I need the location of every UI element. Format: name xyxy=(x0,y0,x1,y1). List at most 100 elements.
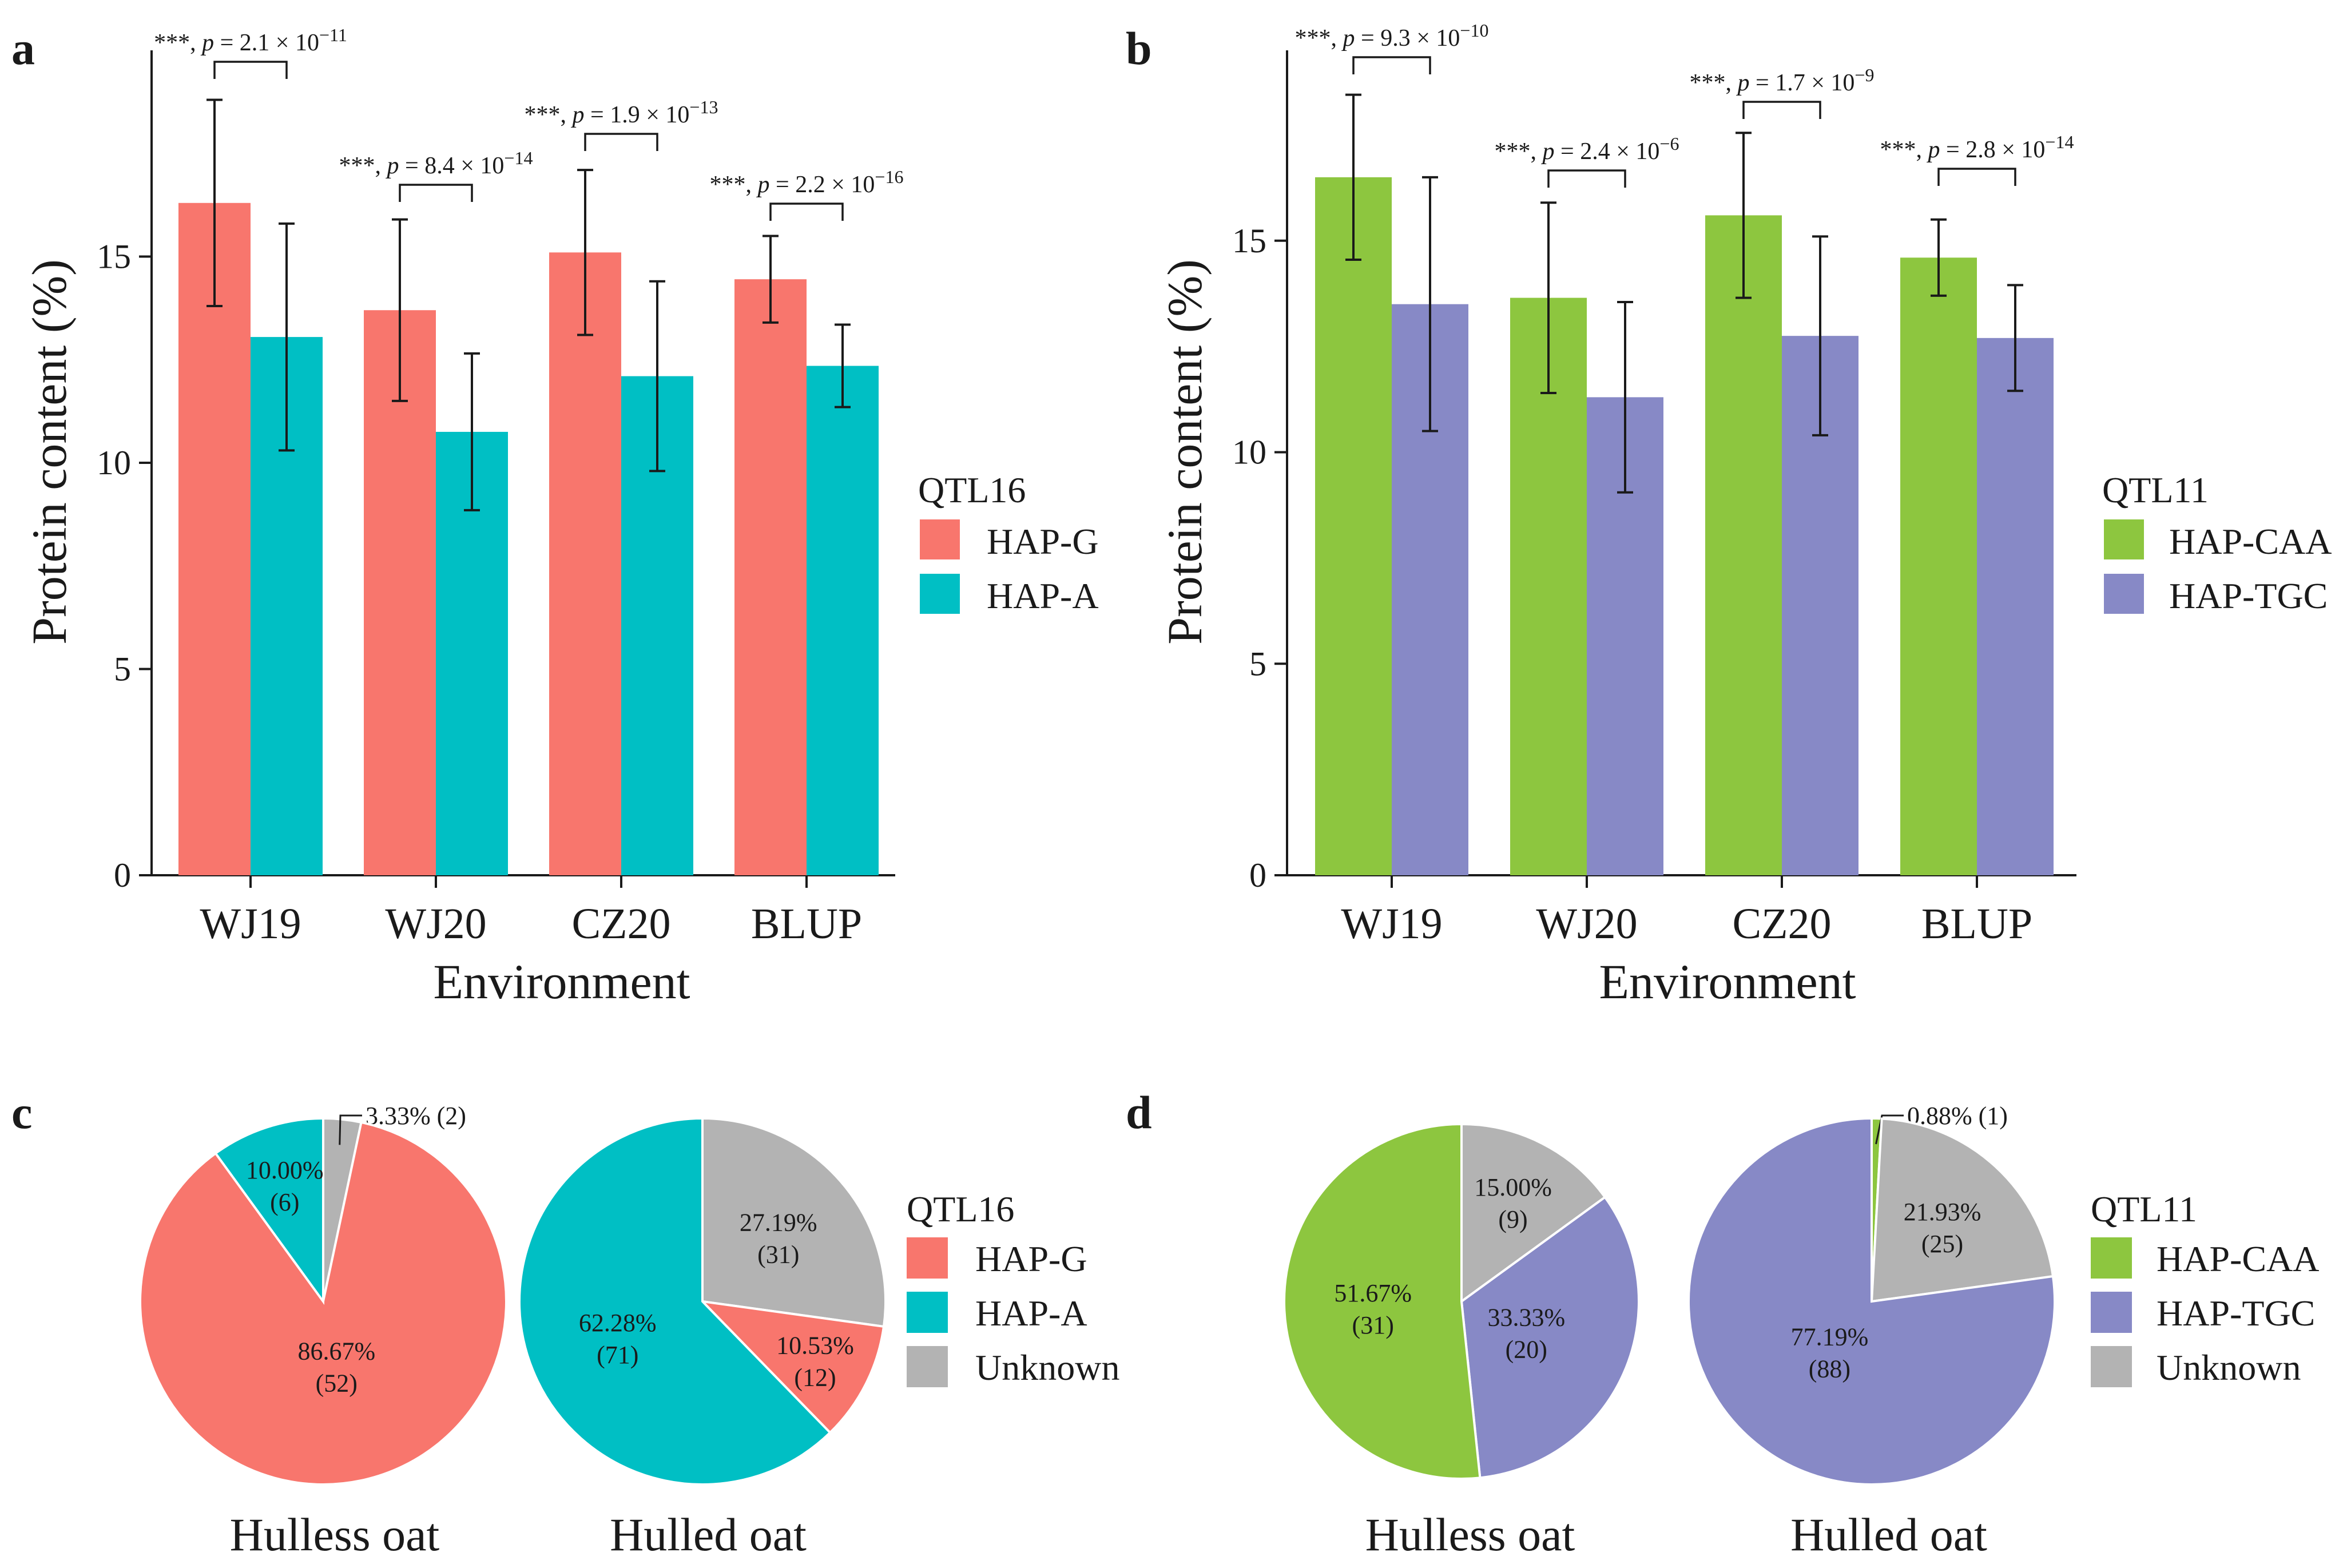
legend-swatch-c-unknown xyxy=(907,1346,948,1387)
d-hulless-count-hap-caa: (31) xyxy=(1352,1311,1394,1339)
legend-item-c-hap-a: HAP-A xyxy=(907,1292,1087,1333)
a-sig-bracket-wj20 xyxy=(399,184,473,202)
d-hulled-slice-unknown xyxy=(1870,1117,2055,1303)
b-x-tick-label-wj19: WJ19 xyxy=(1341,900,1442,948)
legend-item-hap-a: HAP-A xyxy=(920,574,1099,616)
c-hulless-pct-hap-g: 86.67% xyxy=(297,1337,375,1365)
d-hulless-count-unknown: (9) xyxy=(1498,1205,1527,1233)
b-error-bar-hap-caa-wj20 xyxy=(1540,201,1556,394)
pie-title-c-hulless: Hulless oat xyxy=(230,1509,440,1561)
a-error-bar-hap-a-cz20 xyxy=(649,280,665,473)
legend-swatch-d-unknown xyxy=(2091,1346,2132,1387)
legend-item-d-hap-tgc: HAP-TGC xyxy=(2091,1292,2315,1333)
c-hulled-pct-hap-g: 10.53% xyxy=(776,1332,854,1360)
c-hulled-count-hap-a: (71) xyxy=(597,1341,638,1369)
c-hulless-slice-hap-g xyxy=(139,1121,507,1486)
c-hulled-slice-hap-g xyxy=(699,1300,885,1435)
b-bar-hap-tgc-blup xyxy=(1977,338,2054,875)
c-hulled-count-hap-g: (12) xyxy=(794,1364,836,1392)
legend-swatch-c-hap-a xyxy=(907,1292,948,1333)
b-error-bar-hap-caa-blup xyxy=(1931,218,1947,297)
y-axis-title-a: Protein content (%) xyxy=(22,259,77,644)
a-x-tick-label-cz20: CZ20 xyxy=(571,900,670,948)
c-hulless-count-hap-a: (6) xyxy=(270,1188,299,1216)
legend-label-hap-caa: HAP-CAA xyxy=(2169,521,2332,562)
legend-label-c-hap-a: HAP-A xyxy=(975,1293,1087,1333)
d-hulless-pct-unknown: 15.00% xyxy=(1474,1173,1552,1201)
pie-d-plot: 15.00%(9)33.33%(20)51.67%(31)0.88% (1)21… xyxy=(1283,1102,2056,1486)
b-y-tick-label-2: 10 xyxy=(1232,434,1266,471)
legend-item-d-hap-caa: HAP-CAA xyxy=(2091,1237,2319,1279)
a-x-tick-label-wj20: WJ20 xyxy=(385,900,486,948)
legend-label-c-hap-g: HAP-G xyxy=(975,1238,1087,1279)
d-hulled-pct-hap-tgc: 77.19% xyxy=(1791,1323,1869,1351)
b-sig-label-blup: ***, p = 2.8 × 10−14 xyxy=(1880,132,2074,163)
legend-label-d-unknown: Unknown xyxy=(2157,1347,2301,1388)
b-bar-hap-caa-wj19 xyxy=(1315,177,1392,875)
panel-letter-b: b xyxy=(1126,22,1152,74)
panel-letter-a: a xyxy=(11,22,35,74)
panel-letter-d: d xyxy=(1126,1086,1152,1138)
b-sig-bracket-blup xyxy=(1937,168,2016,186)
legend-title-a: QTL16 xyxy=(918,470,1026,510)
b-sig-label-wj19: ***, p = 9.3 × 10−10 xyxy=(1295,20,1489,51)
legend-label-hap-g: HAP-G xyxy=(987,521,1099,562)
legend-swatch-hap-g xyxy=(920,519,960,559)
legend-item-c-unknown: Unknown xyxy=(907,1346,1119,1388)
d-hulless-pct-hap-tgc: 33.33% xyxy=(1487,1303,1565,1331)
pie-c-plot: 3.33% (2) 86.67% (52) 10.00% (6) 27.19% (31) 10… xyxy=(139,1102,887,1486)
b-x-tick-label-wj20: WJ20 xyxy=(1536,900,1637,948)
b-y-tick-label-0: 0 xyxy=(1249,856,1266,894)
d-hulless-pct-hap-caa: 51.67% xyxy=(1334,1279,1412,1307)
a-sig-label-wj20: ***, p = 8.4 × 10−14 xyxy=(339,148,533,179)
c-hulled-pct-hap-a: 62.28% xyxy=(579,1309,657,1337)
y-axis-title-b: Protein content (%) xyxy=(1157,259,1212,644)
legend-label-hap-tgc: HAP-TGC xyxy=(2169,575,2328,616)
legend-swatch-hap-a xyxy=(920,574,960,614)
d-hulled-count-unknown: (25) xyxy=(1921,1230,1963,1258)
c-hulled-slice-hap-a xyxy=(518,1117,832,1486)
a-x-tick-label-wj19: WJ19 xyxy=(200,900,301,948)
a-error-bar-hap-g-blup xyxy=(763,235,779,324)
b-error-bar-hap-tgc-cz20 xyxy=(1812,235,1828,436)
a-sig-bracket-cz20 xyxy=(584,133,658,151)
a-sig-label-cz20: ***, p = 1.9 × 10−13 xyxy=(525,97,718,128)
a-bar-hap-a-blup xyxy=(807,366,879,875)
a-sig-label-wj19: ***, p = 2.1 × 10−11 xyxy=(154,25,347,56)
b-error-bar-hap-caa-cz20 xyxy=(1736,132,1752,299)
b-error-bar-hap-tgc-wj19 xyxy=(1422,176,1438,432)
legend-swatch-c-hap-g xyxy=(907,1237,948,1279)
pie-chart-c: 3.33% (2) 86.67% (52) 10.00% (6) 27.19% (31) 10… xyxy=(139,1102,1119,1561)
legend-label-hap-a: HAP-A xyxy=(987,575,1099,616)
bar-b-plot: 0 5 10 15 WJ19 ***, p = 9.3 × 10−10 WJ20 ***, p… xyxy=(1232,20,2076,948)
a-bar-hap-g-blup xyxy=(734,279,807,875)
a-y-tick-label-0: 0 xyxy=(114,856,131,894)
legend-title-c: QTL16 xyxy=(907,1189,1014,1229)
legend-swatch-hap-caa xyxy=(2104,519,2144,559)
d-hulless-slice-hap-caa xyxy=(1283,1122,1482,1480)
b-sig-bracket-cz20 xyxy=(1742,101,1821,119)
legend-label-d-hap-caa: HAP-CAA xyxy=(2157,1238,2319,1279)
b-y-tick-label-1: 5 xyxy=(1249,645,1266,682)
bar-chart-a: 0 5 10 15 WJ19 ***, p = 2.1 × 10−11 WJ20 ***, p… xyxy=(22,25,1099,1009)
c-hulless-leader-unknown xyxy=(339,1114,362,1145)
c-hulled-slice-unknown xyxy=(701,1117,887,1328)
a-bar-hap-g-wj19 xyxy=(178,203,251,875)
a-bar-hap-g-wj20 xyxy=(364,310,436,875)
c-hulled-pct-unknown: 27.19% xyxy=(740,1208,817,1236)
legend-item-d-unknown: Unknown xyxy=(2091,1346,2301,1388)
legend-label-c-unknown: Unknown xyxy=(975,1347,1119,1388)
b-bar-hap-caa-blup xyxy=(1900,257,1977,875)
legend-item-hap-g: HAP-G xyxy=(920,519,1099,562)
x-axis-title-a: Environment xyxy=(433,954,690,1009)
a-error-bar-hap-g-wj19 xyxy=(207,98,223,308)
pie-title-d-hulled: Hulled oat xyxy=(1790,1509,1987,1561)
bar-a-plot: 0 5 10 15 WJ19 ***, p = 2.1 × 10−11 WJ20 ***, p… xyxy=(97,25,903,948)
c-hulless-pct-hap-a: 10.00% xyxy=(246,1156,324,1184)
d-hulless-slice-hap-tgc xyxy=(1460,1195,1640,1479)
b-sig-bracket-wj20 xyxy=(1547,169,1626,188)
d-hulled-pct-unknown: 21.93% xyxy=(1904,1198,1981,1226)
d-hulless-count-hap-tgc: (20) xyxy=(1506,1335,1547,1363)
legend-item-c-hap-g: HAP-G xyxy=(907,1237,1087,1279)
